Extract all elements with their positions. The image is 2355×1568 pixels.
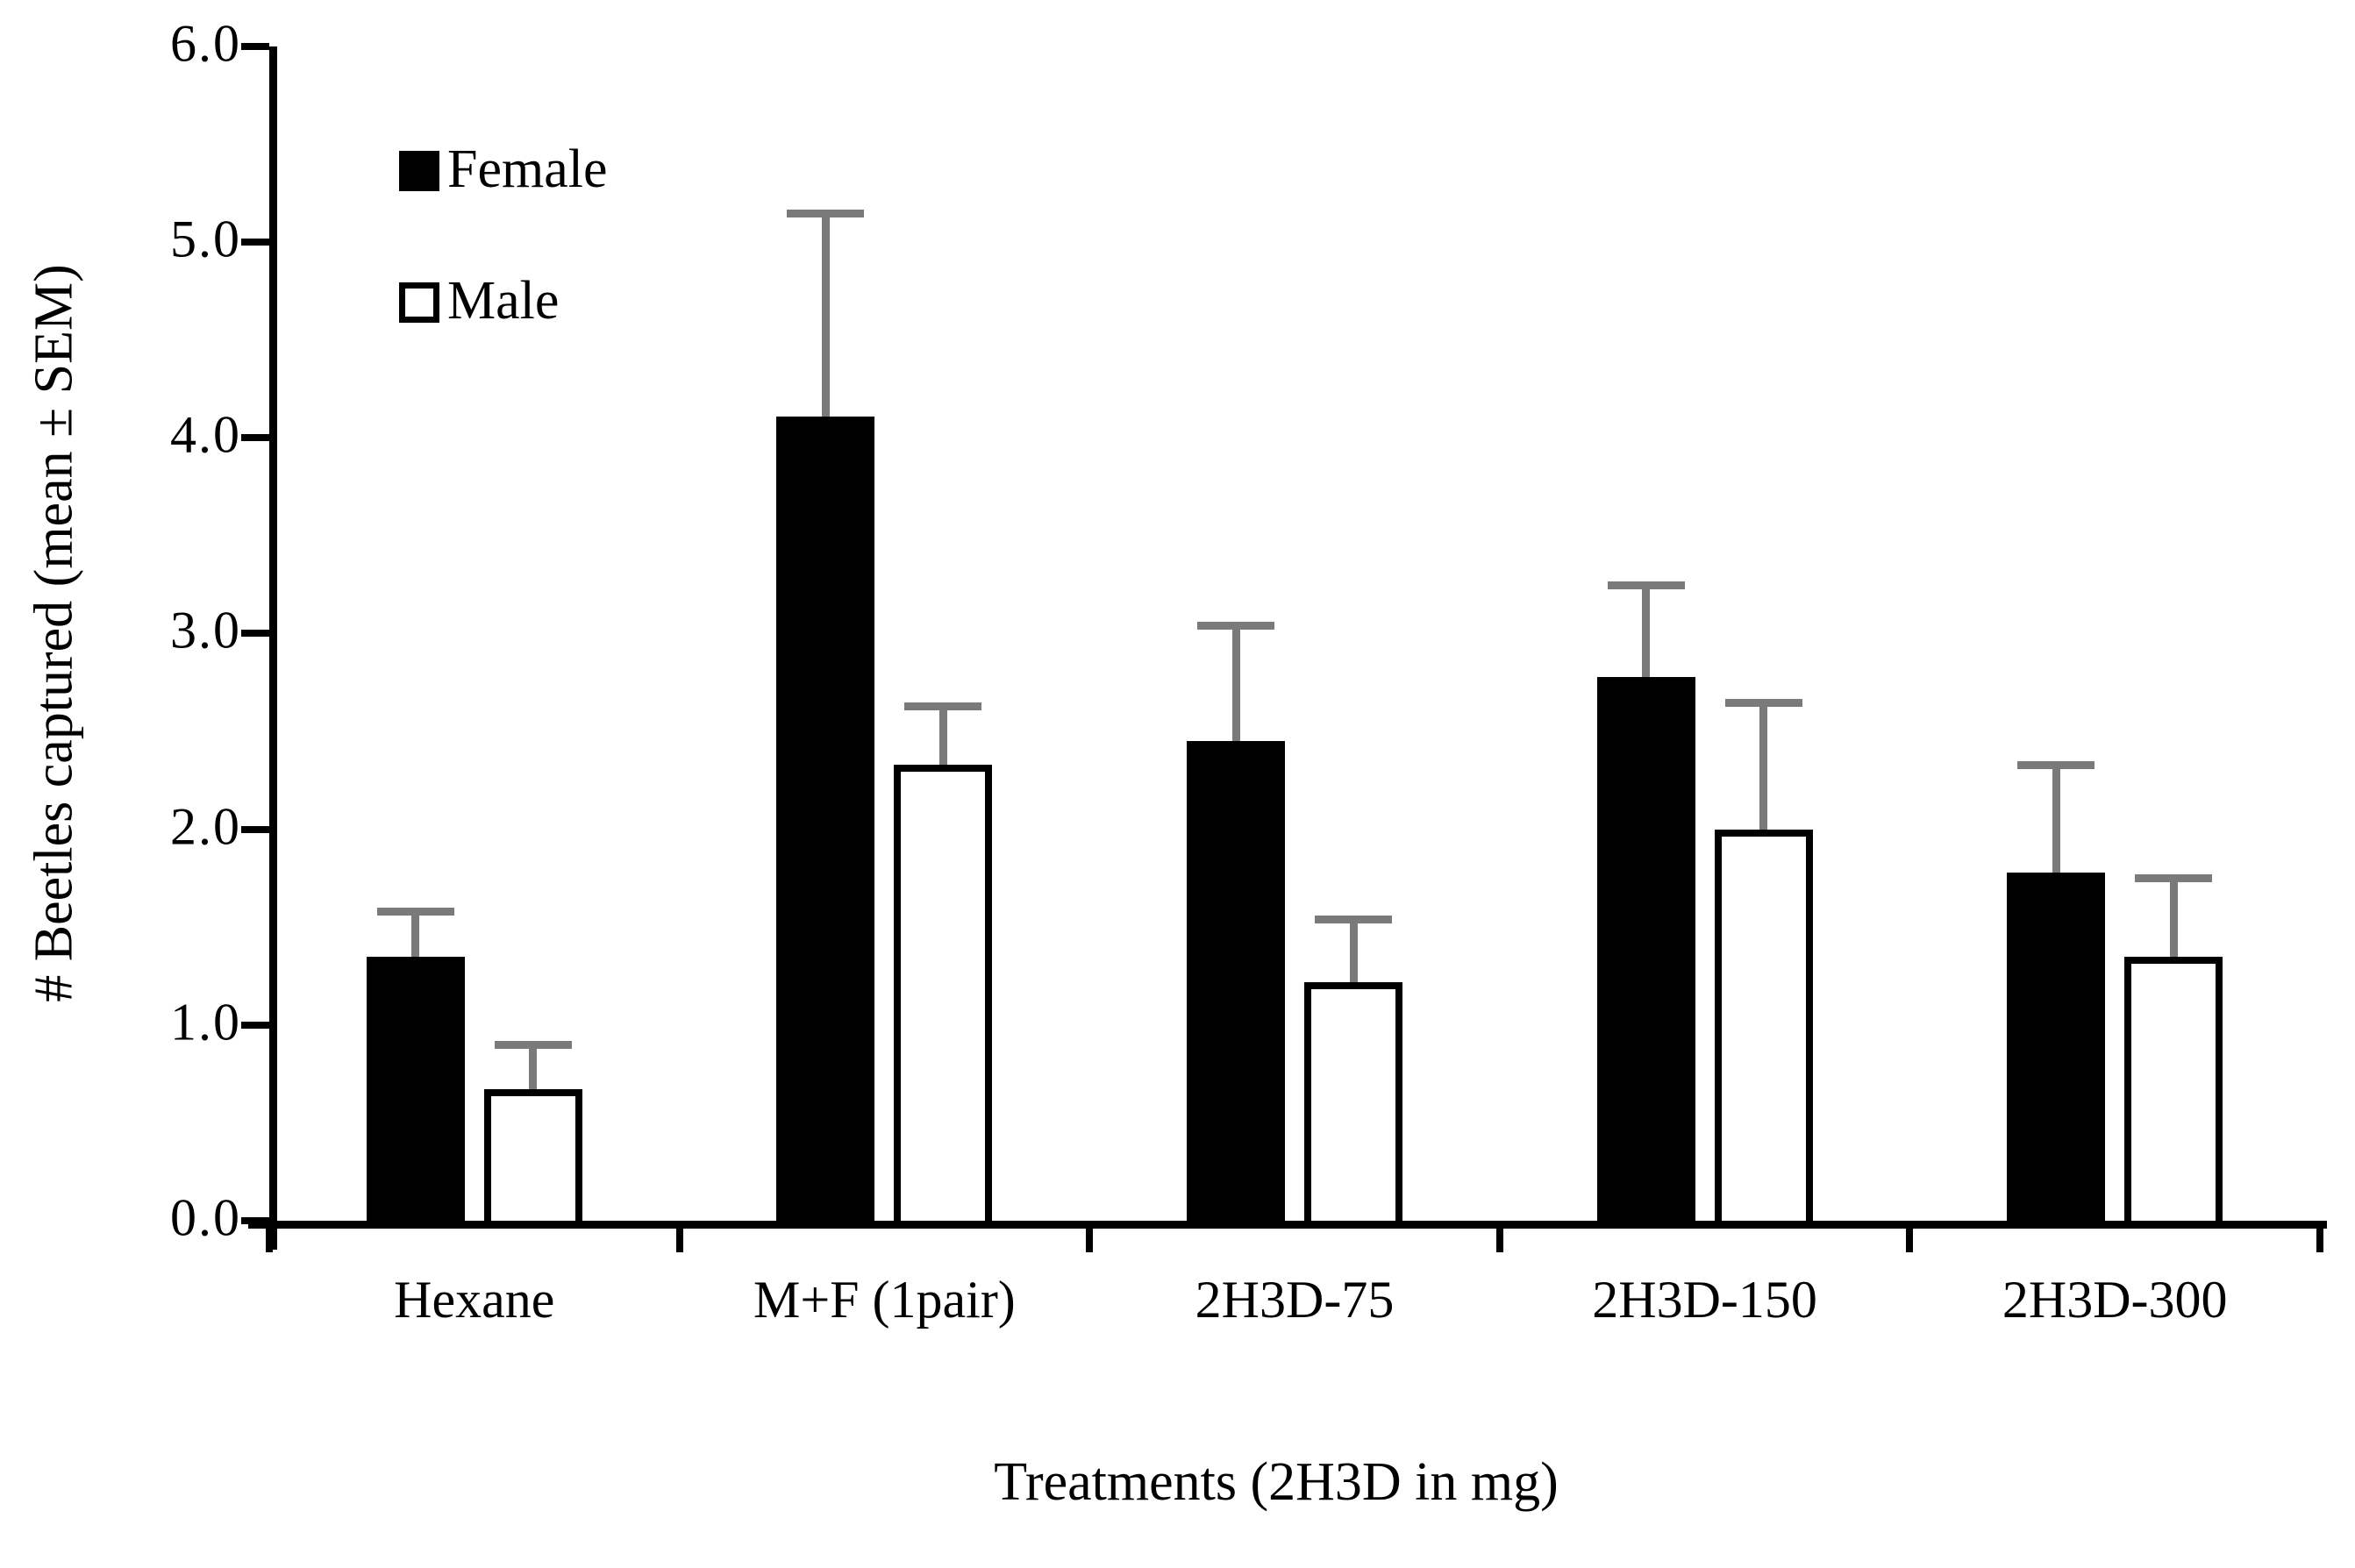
y-tick-mark xyxy=(241,1217,269,1224)
y-tick-mark xyxy=(241,1021,269,1029)
y-tick-mark xyxy=(241,825,269,833)
bar-male-m-f-1pair- xyxy=(894,764,993,1221)
error-bar-male-1 xyxy=(938,705,947,768)
bar-female-hexane xyxy=(366,956,465,1221)
error-bar-cap-male-2 xyxy=(1315,916,1392,924)
legend-label-female: Female xyxy=(447,139,608,200)
x-category-label: M+F (1pair) xyxy=(753,1271,1016,1329)
bar-female-2h3d-75 xyxy=(1187,741,1285,1221)
y-tick-label: 0.0 xyxy=(170,1188,241,1247)
x-category-label: Hexane xyxy=(394,1271,555,1329)
error-bar-cap-female-3 xyxy=(1607,581,1685,589)
error-bar-cap-female-1 xyxy=(787,209,865,217)
bar-male-hexane xyxy=(483,1089,582,1221)
legend-swatch-male xyxy=(399,282,439,323)
y-tick-label: 4.0 xyxy=(170,405,241,464)
legend-swatch-female xyxy=(399,151,439,191)
bar-female-2h3d-300 xyxy=(2007,872,2106,1221)
error-bar-female-2 xyxy=(1231,625,1240,745)
y-tick-label: 3.0 xyxy=(170,602,241,660)
x-category-label: 2H3D-150 xyxy=(1592,1271,1817,1329)
error-bar-female-4 xyxy=(2052,764,2060,876)
bar-female-m-f-1pair- xyxy=(776,416,875,1221)
error-bar-male-2 xyxy=(1349,919,1358,986)
error-bar-cap-male-1 xyxy=(904,702,982,710)
y-tick-mark xyxy=(241,239,269,246)
error-bar-cap-female-2 xyxy=(1197,622,1274,631)
error-bar-male-0 xyxy=(529,1044,538,1094)
error-bar-cap-male-4 xyxy=(2135,874,2213,883)
error-bar-cap-female-0 xyxy=(376,908,454,916)
error-bar-female-1 xyxy=(821,212,830,420)
error-bar-male-3 xyxy=(1759,702,1768,833)
y-axis-line xyxy=(269,46,277,1250)
error-bar-cap-male-3 xyxy=(1724,698,1802,707)
x-category-label: 2H3D-300 xyxy=(2002,1271,2228,1329)
x-axis-title: Treatments (2H3D in mg) xyxy=(994,1452,1559,1512)
x-tick-mark xyxy=(675,1221,683,1252)
error-bar-cap-male-0 xyxy=(494,1041,572,1050)
y-tick-label: 6.0 xyxy=(170,14,241,73)
error-bar-cap-female-4 xyxy=(2017,760,2095,769)
error-bar-female-3 xyxy=(1642,584,1651,681)
legend-label-male: Male xyxy=(447,271,560,331)
bar-female-2h3d-150 xyxy=(1596,676,1695,1221)
error-bar-female-0 xyxy=(411,911,420,960)
x-tick-mark xyxy=(1086,1221,1094,1252)
bar-male-2h3d-75 xyxy=(1304,981,1402,1221)
y-tick-mark xyxy=(241,42,269,50)
y-tick-mark xyxy=(241,630,269,638)
bar-male-2h3d-300 xyxy=(2124,956,2223,1221)
x-tick-mark xyxy=(2316,1221,2323,1252)
x-tick-mark xyxy=(1906,1221,1914,1252)
y-tick-label: 2.0 xyxy=(170,797,241,856)
y-tick-label: 1.0 xyxy=(170,993,241,1051)
y-tick-mark xyxy=(241,434,269,442)
x-tick-mark xyxy=(1495,1221,1503,1252)
x-tick-mark xyxy=(266,1221,273,1252)
y-tick-label: 5.0 xyxy=(170,210,241,268)
x-category-label: 2H3D-75 xyxy=(1195,1271,1395,1329)
bar-male-2h3d-150 xyxy=(1714,829,1813,1221)
x-axis-line xyxy=(248,1221,2327,1229)
error-bar-male-4 xyxy=(2169,878,2178,960)
